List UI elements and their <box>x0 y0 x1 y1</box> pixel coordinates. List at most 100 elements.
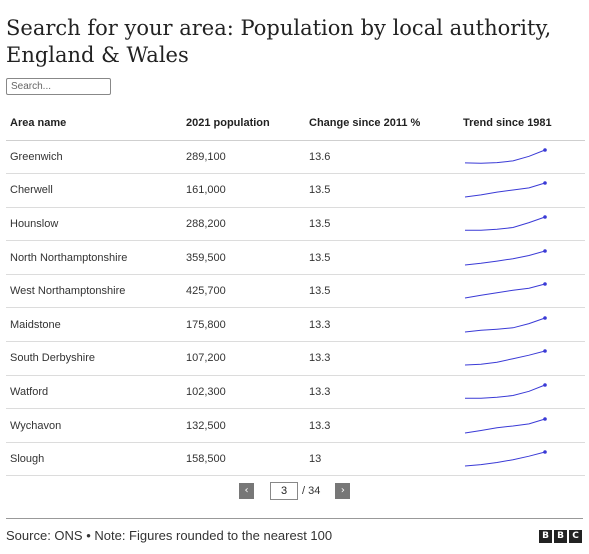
cell-trend <box>459 240 585 275</box>
footer-divider <box>6 518 583 519</box>
cell-area-name: South Derbyshire <box>6 341 182 376</box>
table-row: Cherwell 161,000 13.5 <box>6 173 585 208</box>
cell-population: 288,200 <box>182 207 305 242</box>
table-row: Slough 158,500 13 <box>6 442 585 477</box>
cell-trend <box>459 307 585 343</box>
cell-change: 13.5 <box>305 274 459 309</box>
trend-endpoint <box>543 181 547 186</box>
table-row: Wychavon 132,500 13.3 <box>6 408 585 443</box>
cell-change: 13.6 <box>305 140 459 175</box>
cell-trend <box>459 173 585 208</box>
cell-area-name: Watford <box>6 375 182 410</box>
cell-area-name: Wychavon <box>6 408 182 443</box>
trend-line <box>464 451 546 467</box>
trend-line <box>464 250 546 266</box>
page-total: / 34 <box>302 485 321 497</box>
cell-population: 107,200 <box>182 341 305 376</box>
trend-endpoint <box>543 349 547 354</box>
trend-sparkline <box>464 416 547 434</box>
cell-population: 161,000 <box>182 173 305 208</box>
pagination: ‹ / 34 › <box>239 482 351 500</box>
column-header-population[interactable]: 2021 population <box>182 106 305 141</box>
cell-area-name: Hounslow <box>6 207 182 242</box>
column-header-trend: Trend since 1981 <box>459 106 585 141</box>
cell-population: 425,700 <box>182 274 305 309</box>
trend-endpoint <box>543 282 547 286</box>
table-body: Greenwich 289,100 13.6 Cherwell 161,000 13.5 H… <box>6 140 585 477</box>
cell-trend <box>459 408 585 443</box>
table-row: South Derbyshire 107,200 13.3 <box>6 341 585 376</box>
table-row: Hounslow 288,200 13.5 <box>6 207 585 242</box>
cell-population: 102,300 <box>182 375 305 410</box>
population-table: Area name 2021 population Change since 2… <box>6 106 585 477</box>
trend-sparkline <box>464 349 547 366</box>
source-note: Source: ONS • Note: Figures rounded to t… <box>6 528 333 543</box>
trend-endpoint <box>543 450 547 454</box>
trend-sparkline <box>464 282 547 299</box>
bbc-logo-letter: B <box>554 530 567 543</box>
trend-sparkline <box>464 147 547 164</box>
page-title: Search for your area: Population by loca… <box>6 16 552 67</box>
next-page-button[interactable]: › <box>335 483 351 499</box>
cell-population: 175,800 <box>182 307 305 343</box>
cell-change: 13.3 <box>305 307 459 343</box>
trend-sparkline <box>464 450 547 467</box>
cell-change: 13 <box>305 442 459 477</box>
cell-population: 289,100 <box>182 140 305 175</box>
cell-trend <box>459 274 585 309</box>
cell-trend <box>459 442 585 477</box>
table-row: Greenwich 289,100 13.6 <box>6 140 585 175</box>
trend-line <box>464 182 546 198</box>
cell-area-name: Greenwich <box>6 140 182 175</box>
cell-trend <box>459 207 585 242</box>
trend-line <box>464 317 546 333</box>
cell-population: 359,500 <box>182 240 305 275</box>
trend-sparkline <box>465 383 547 399</box>
trend-endpoint <box>543 315 547 320</box>
trend-endpoint <box>543 383 547 387</box>
bbc-logo-letter: B <box>539 530 552 543</box>
cell-change: 13.3 <box>305 341 459 376</box>
cell-population: 132,500 <box>182 408 305 443</box>
trend-sparkline <box>464 315 547 333</box>
search-input[interactable] <box>6 78 111 95</box>
trend-endpoint <box>543 248 547 253</box>
table-row: West Northamptonshire 425,700 13.5 <box>6 274 585 309</box>
column-header-change[interactable]: Change since 2011 % <box>305 106 459 141</box>
cell-area-name: Cherwell <box>6 173 182 208</box>
trend-sparkline <box>465 215 547 231</box>
cell-change: 13.3 <box>305 408 459 443</box>
table-row: North Northamptonshire 359,500 13.5 <box>6 240 585 275</box>
cell-change: 13.5 <box>305 240 459 275</box>
cell-change: 13.3 <box>305 375 459 410</box>
table-header-row: Area name 2021 population Change since 2… <box>6 106 585 141</box>
previous-page-button[interactable]: ‹ <box>239 483 254 499</box>
cell-trend <box>459 375 585 410</box>
trend-sparkline <box>464 181 547 198</box>
cell-area-name: Slough <box>6 442 182 477</box>
trend-line <box>464 149 546 164</box>
trend-line <box>464 350 546 366</box>
trend-sparkline <box>464 248 547 266</box>
table-row: Watford 102,300 13.3 <box>6 375 585 410</box>
cell-area-name: Maidstone <box>6 307 182 343</box>
cell-area-name: North Northamptonshire <box>6 240 182 275</box>
bbc-logo: B B C <box>539 530 582 543</box>
cell-area-name: West Northamptonshire <box>6 274 182 309</box>
trend-line <box>465 384 546 399</box>
cell-trend <box>459 341 585 376</box>
bbc-logo-letter: C <box>569 530 582 543</box>
trend-endpoint <box>543 147 547 152</box>
trend-endpoint <box>543 416 547 421</box>
cell-change: 13.5 <box>305 207 459 242</box>
cell-trend <box>459 140 585 175</box>
trend-endpoint <box>543 215 547 219</box>
column-header-area[interactable]: Area name <box>6 106 182 141</box>
trend-line <box>465 216 546 231</box>
cell-population: 158,500 <box>182 442 305 477</box>
table-row: Maidstone 175,800 13.3 <box>6 307 585 343</box>
trend-line <box>464 418 546 434</box>
cell-change: 13.5 <box>305 173 459 208</box>
page-number-input[interactable] <box>270 482 298 500</box>
trend-line <box>464 283 546 299</box>
